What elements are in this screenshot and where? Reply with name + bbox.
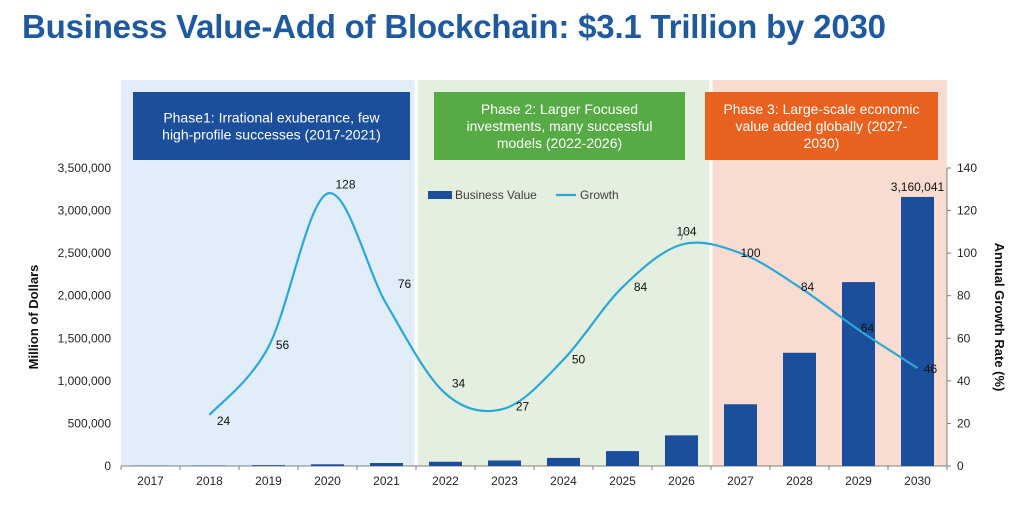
x-tick-label: 2017: [137, 474, 164, 488]
x-tick-label: 2024: [550, 474, 577, 488]
x-tick-label: 2018: [196, 474, 223, 488]
y2-tick-label: 140: [957, 161, 977, 175]
phase-1-label: Phase1: Irrational exuberance, few: [163, 110, 380, 126]
phase-2-label: models (2022-2026): [497, 135, 622, 151]
growth-value-label: 56: [276, 338, 290, 352]
x-tick-label: 2022: [432, 474, 459, 488]
bar-business-value: [311, 464, 344, 466]
y-tick-label: 1,000,000: [58, 374, 112, 388]
y-tick-label: 3,000,000: [58, 204, 112, 218]
growth-value-label: 46: [924, 362, 938, 376]
y2-tick-label: 120: [957, 204, 977, 218]
growth-value-label: 24: [217, 414, 231, 428]
x-tick-label: 2021: [373, 474, 400, 488]
growth-value-label: 64: [861, 321, 875, 335]
growth-value-label: 104: [676, 225, 696, 239]
bar-business-value: [488, 460, 521, 466]
y2-tick-label: 0: [957, 459, 964, 473]
x-tick-label: 2028: [786, 474, 813, 488]
x-tick-label: 2025: [609, 474, 636, 488]
legend-label-business-value: Business Value: [455, 188, 537, 202]
growth-value-label: 50: [572, 353, 586, 367]
growth-value-label: 128: [335, 178, 355, 192]
x-tick-label: 2023: [491, 474, 518, 488]
y2-tick-label: 100: [957, 246, 977, 260]
bar-business-value: [842, 282, 875, 466]
growth-value-label: 100: [740, 246, 760, 260]
y-tick-label: 2,000,000: [58, 289, 112, 303]
y2-tick-label: 80: [957, 289, 971, 303]
x-tick-label: 2029: [845, 474, 872, 488]
bar-value-label: 3,160,041: [891, 180, 945, 194]
growth-value-label: 84: [634, 280, 648, 294]
phase-3-label: value added globally (2027-: [735, 118, 907, 134]
growth-value-label: 34: [452, 377, 466, 391]
label-leader: [680, 230, 690, 241]
y2-axis-title: Annual Growth Rate (%): [992, 243, 1007, 392]
x-tick-label: 2026: [668, 474, 695, 488]
growth-value-label: 84: [801, 280, 815, 294]
phase-1-label: high-profile successes (2017-2021): [162, 127, 381, 143]
phase-3-label: 2030): [804, 135, 840, 151]
y-tick-label: 2,500,000: [58, 246, 112, 260]
bar-business-value: [901, 196, 934, 467]
legend-label-growth: Growth: [580, 188, 619, 202]
y-tick-label: 0: [104, 459, 111, 473]
phase-1-box: [133, 92, 410, 160]
bar-business-value: [370, 463, 403, 466]
x-tick-label: 2030: [904, 474, 931, 488]
y2-tick-label: 20: [957, 416, 971, 430]
chart-title: Business Value-Add of Blockchain: $3.1 T…: [22, 8, 886, 45]
bar-business-value: [252, 465, 285, 466]
phase-2-label: investments, many successful: [467, 118, 653, 134]
phase-3-label: Phase 3: Large-scale economic: [723, 101, 919, 117]
bar-business-value: [606, 451, 639, 466]
bar-business-value: [665, 435, 698, 466]
bar-business-value: [783, 352, 816, 466]
y2-tick-label: 40: [957, 374, 971, 388]
x-tick-label: 2019: [255, 474, 282, 488]
x-tick-label: 2027: [727, 474, 754, 488]
growth-value-label: 27: [516, 400, 530, 414]
phase-2-label: Phase 2: Larger Focused: [481, 101, 638, 117]
phase-2-box: [434, 92, 685, 160]
phase-3-box: [705, 92, 938, 160]
growth-value-label: 76: [398, 277, 412, 291]
y-tick-label: 3,500,000: [58, 161, 112, 175]
y-tick-label: 1,500,000: [58, 331, 112, 345]
bar-business-value: [724, 404, 757, 466]
bar-business-value: [429, 461, 462, 466]
x-tick-label: 2020: [314, 474, 341, 488]
y-tick-label: 500,000: [68, 416, 112, 430]
growth-line: [208, 192, 919, 416]
legend-bar-swatch: [428, 191, 452, 199]
y-axis-title: Million of Dollars: [26, 265, 41, 370]
y2-tick-label: 60: [957, 331, 971, 345]
bar-business-value: [547, 457, 580, 466]
